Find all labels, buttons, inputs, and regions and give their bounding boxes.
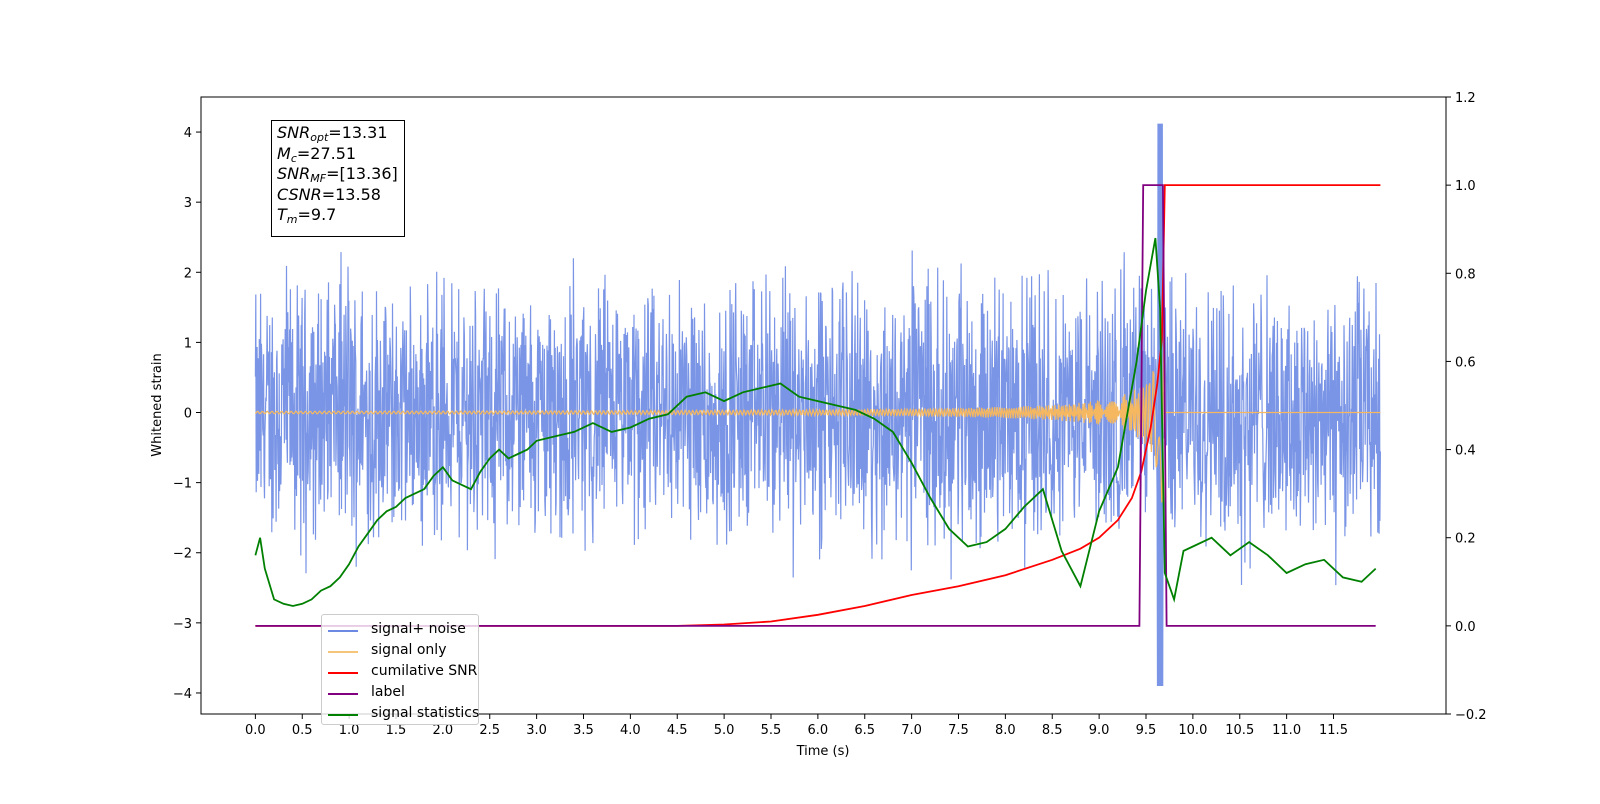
legend-item-signal-noise: signal+ noise [328,620,478,640]
stats-annotation-box: SNRopt=13.31 Mc=27.51 SNRMF=[13.36] CSNR… [271,120,405,237]
legend-swatch-signal-only [328,651,358,653]
x-axis-label: Time (s) [796,744,850,759]
y-tick-label: 0 [184,407,192,422]
series-layer [254,123,1381,687]
x-tick-label: 5.0 [714,723,735,738]
x-tick-label: 1.0 [339,723,360,738]
y2-tick-label: 1.2 [1455,91,1476,106]
legend-item-signal-only: signal only [328,641,478,661]
legend-label-signal-statistics: signal statistics [371,705,480,721]
x-tick-label: 9.0 [1089,723,1110,738]
chart-legend: signal+ noise signal only cumilative SNR… [321,614,479,725]
legend-label-signal-only: signal only [371,642,447,658]
x-tick-label: 6.0 [808,723,829,738]
x-tick-label: 9.5 [1136,723,1157,738]
series-signal-statistics [254,237,1377,607]
x-axis-ticks: 0.0 0.5 1.0 1.5 2.0 2.5 3.0 3.5 4.0 4.5 5.0 5.5 6.0 6… [245,714,1348,738]
y-axis-label: Whitened strain [150,353,165,456]
legend-swatch-signal-statistics [328,714,358,716]
y2-tick-label: 0.2 [1455,532,1476,547]
y2-tick-label: 0.6 [1455,355,1476,370]
x-tick-label: 11.5 [1319,723,1348,738]
x-tick-label: 11.0 [1272,723,1301,738]
y-tick-label: −1 [173,477,192,492]
y-tick-label: 3 [184,196,192,211]
series-label [255,184,1376,627]
legend-label-cumulative-snr: cumilative SNR [371,663,478,679]
y2-axis-ticks: 1.2 1.0 0.8 0.6 0.4 0.2 0.0 −0.2 [1446,91,1487,723]
x-tick-label: 3.0 [526,723,547,738]
x-tick-label: 8.0 [995,723,1016,738]
legend-swatch-cumulative-snr [328,672,358,674]
y-tick-label: −3 [173,617,192,632]
series-signal-only [254,310,1381,503]
x-tick-label: 3.5 [573,723,594,738]
y-tick-label: 2 [184,266,192,281]
x-tick-label: 2.5 [479,723,500,738]
x-tick-label: 5.5 [761,723,782,738]
y2-tick-label: 1.0 [1455,179,1476,194]
series-signal-noise [254,123,1381,687]
x-tick-label: 1.5 [386,723,407,738]
x-tick-label: 10.5 [1225,723,1254,738]
stat-snr-mf: SNRMF=[13.36] [277,164,398,185]
legend-label-label: label [371,684,405,700]
x-tick-label: 10.0 [1178,723,1207,738]
y2-tick-label: 0.4 [1455,444,1476,459]
y2-tick-label: 0.8 [1455,267,1476,282]
x-tick-label: 7.5 [948,723,969,738]
x-tick-label: 4.0 [620,723,641,738]
stat-mc: Mc=27.51 [277,143,357,165]
x-tick-label: 4.5 [667,723,688,738]
x-tick-label: 0.5 [292,723,313,738]
legend-swatch-signal-noise [328,630,358,632]
stat-tm: Tm=9.7 [277,205,337,226]
y2-tick-label: 0.0 [1455,620,1476,635]
x-tick-label: 8.5 [1042,723,1063,738]
x-tick-label: 2.0 [433,723,454,738]
y-tick-label: 1 [184,336,192,351]
legend-item-signal-statistics: signal statistics [328,704,480,724]
legend-label-signal-noise: signal+ noise [371,621,466,637]
y-tick-label: 4 [184,126,192,141]
stat-snr-opt: SNRopt=13.31 [277,123,388,144]
y-tick-label: −2 [173,547,192,562]
y2-tick-label: −0.2 [1455,708,1487,723]
x-tick-label: 6.5 [854,723,875,738]
plot-frame [200,96,1447,715]
legend-swatch-label [328,693,358,695]
y-axis-ticks: 4 3 2 1 0 −1 −2 −3 −4 [173,126,201,702]
x-tick-label: 7.0 [901,723,922,738]
legend-item-cumulative-snr: cumilative SNR [328,662,478,682]
legend-item-label: label [328,683,478,703]
x-tick-label: 0.0 [245,723,266,738]
stat-csnr: CSNR=13.58 [277,184,381,204]
y-tick-label: −4 [173,687,192,702]
